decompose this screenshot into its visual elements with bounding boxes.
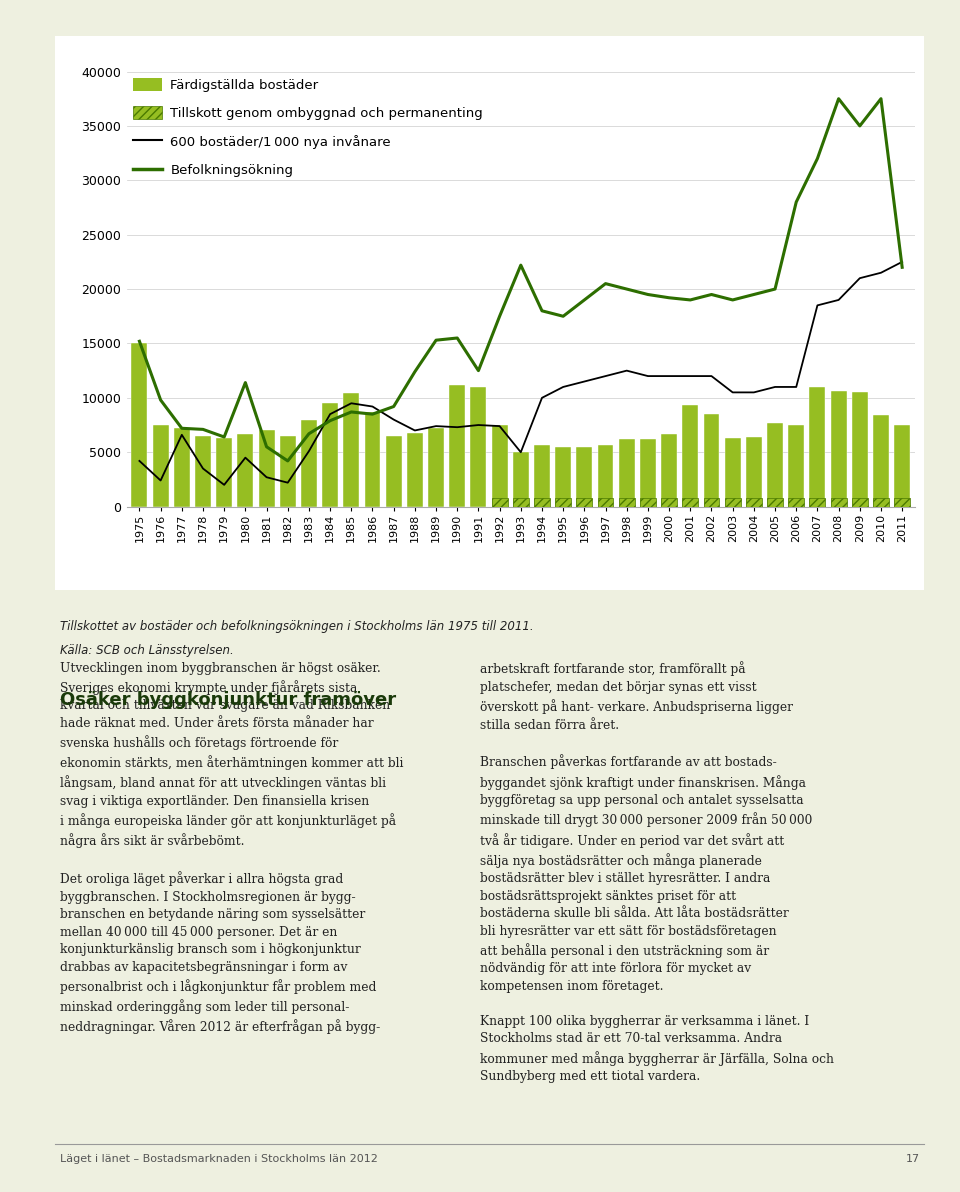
Bar [492, 426, 508, 507]
Bar [386, 436, 401, 507]
Bar [640, 439, 656, 507]
Bar [153, 426, 169, 507]
Bar [492, 498, 508, 507]
Bar [576, 498, 592, 507]
Bar [683, 498, 698, 507]
Bar [767, 498, 783, 507]
Bar [132, 343, 148, 507]
Bar [873, 498, 889, 507]
Bar [449, 385, 466, 507]
Bar [619, 498, 635, 507]
Bar [830, 391, 847, 507]
Bar [704, 498, 719, 507]
Bar [237, 434, 253, 507]
Bar [683, 405, 698, 507]
Bar [555, 447, 571, 507]
Bar [174, 428, 190, 507]
Bar [788, 426, 804, 507]
Bar [725, 439, 740, 507]
Text: arbetskraft fortfarande stor, framförallt på
platschefer, medan det börjar synas: arbetskraft fortfarande stor, framförall… [480, 662, 834, 1084]
Bar [661, 498, 677, 507]
Text: Osäker byggkonjunktur framöver: Osäker byggkonjunktur framöver [60, 691, 396, 709]
Text: Läget i länet – Bostadsmarknaden i Stockholms län 2012: Läget i länet – Bostadsmarknaden i Stock… [60, 1154, 377, 1163]
Bar [788, 498, 804, 507]
Text: Utvecklingen inom byggbranschen är högst osäker.
Sveriges ekonomi krympte under : Utvecklingen inom byggbranschen är högst… [60, 662, 403, 1035]
Bar [323, 403, 338, 507]
Bar [725, 498, 740, 507]
Bar [873, 415, 889, 507]
Bar [640, 498, 656, 507]
Bar [619, 439, 635, 507]
Bar [852, 498, 868, 507]
Bar [513, 498, 529, 507]
Text: Källa: SCB och Länsstyrelsen.: Källa: SCB och Länsstyrelsen. [60, 644, 233, 657]
Bar [576, 447, 592, 507]
Bar [894, 498, 910, 507]
Bar [830, 498, 847, 507]
Bar [407, 433, 422, 507]
Text: 17: 17 [905, 1154, 920, 1163]
Bar [894, 426, 910, 507]
Bar [746, 437, 762, 507]
Bar [852, 392, 868, 507]
Bar [598, 445, 613, 507]
Bar [746, 498, 762, 507]
Bar [428, 428, 444, 507]
Bar [534, 498, 550, 507]
Text: Tillskottet av bostäder och befolkningsökningen i Stockholms län 1975 till 2011.: Tillskottet av bostäder och befolkningsö… [60, 620, 533, 633]
Bar [470, 387, 487, 507]
Bar [344, 393, 359, 507]
Bar [216, 439, 232, 507]
Bar [767, 423, 783, 507]
Bar [513, 452, 529, 507]
Bar [704, 414, 719, 507]
Bar [809, 498, 826, 507]
Legend: Färdigställda bostäder, Tillskott genom ombyggnad och permanenting, 600 bostäder: Färdigställda bostäder, Tillskott genom … [133, 79, 483, 178]
Bar [301, 420, 317, 507]
Bar [365, 412, 380, 507]
Bar [195, 436, 211, 507]
Bar [555, 498, 571, 507]
Bar [598, 498, 613, 507]
Bar [279, 436, 296, 507]
Bar [809, 387, 826, 507]
Bar [661, 434, 677, 507]
Bar [258, 430, 275, 507]
Bar [534, 445, 550, 507]
